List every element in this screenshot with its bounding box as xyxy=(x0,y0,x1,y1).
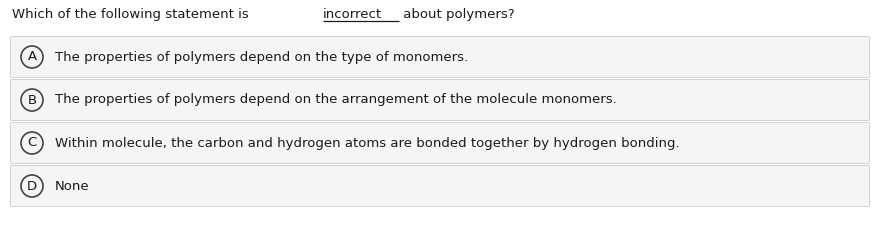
FancyBboxPatch shape xyxy=(11,79,869,121)
Text: C: C xyxy=(27,137,37,149)
Text: Within molecule, the carbon and hydrogen atoms are bonded together by hydrogen b: Within molecule, the carbon and hydrogen… xyxy=(55,137,679,149)
Text: about polymers?: about polymers? xyxy=(400,9,515,21)
FancyBboxPatch shape xyxy=(11,122,869,164)
FancyBboxPatch shape xyxy=(11,165,869,207)
FancyBboxPatch shape xyxy=(11,36,869,78)
Text: D: D xyxy=(27,180,37,192)
Text: The properties of polymers depend on the arrangement of the molecule monomers.: The properties of polymers depend on the… xyxy=(55,94,617,106)
Text: None: None xyxy=(55,180,90,192)
Text: The properties of polymers depend on the type of monomers.: The properties of polymers depend on the… xyxy=(55,51,468,63)
Text: incorrect: incorrect xyxy=(323,9,382,21)
Text: A: A xyxy=(27,51,37,63)
Text: Which of the following statement is: Which of the following statement is xyxy=(12,9,253,21)
Text: B: B xyxy=(27,94,37,106)
